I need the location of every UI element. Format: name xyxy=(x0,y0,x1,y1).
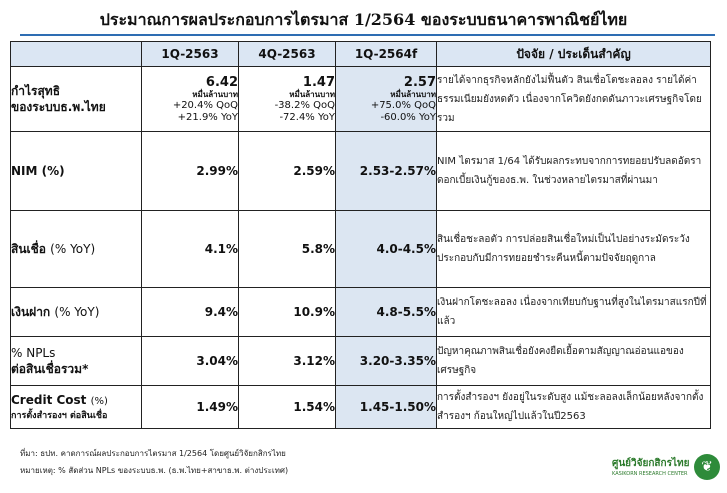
loan-4q2563-value: 5.8% xyxy=(301,242,335,256)
table-row-credit-cost: Credit Cost (%) การตั้งสำรองฯ ต่อสินเชื่… xyxy=(10,385,711,429)
credit-1q2563: 1.49% xyxy=(141,385,239,429)
credit-cost-label: Credit Cost xyxy=(11,393,87,407)
profit-1q2563-qoq: +20.4% QoQ xyxy=(172,99,238,111)
table-row-npl: % NPLs ต่อสินเชื่อรวม* 3.04% 3.12% 3.20-… xyxy=(10,336,711,386)
npl-label-2: ต่อสินเชื่อรวม* xyxy=(11,362,89,376)
profit-4q2563-qoq: -38.2% QoQ xyxy=(274,99,335,111)
deposit-label: เงินฝาก xyxy=(11,305,51,319)
nim-1q2563: 2.99% xyxy=(141,131,239,211)
row-label-nim: NIM (%) xyxy=(10,131,142,211)
npl-1q2563-value: 3.04% xyxy=(196,354,238,368)
page-title: ประมาณการผลประกอบการไตรมาส 1/2564 ของระบ… xyxy=(99,10,628,29)
table-row-deposit: เงินฝาก (% YoY) 9.4% 10.9% 4.8-5.5% เงิน… xyxy=(10,287,711,337)
credit-cost-label-sub: (%) xyxy=(90,396,108,407)
nim-factor: NIM ไตรมาส 1/64 ได้รับผลกระทบจากการทยอยป… xyxy=(436,131,711,211)
profit-1q2563: 6.42 หมื่นล้านบาท +20.4% QoQ +21.9% YoY xyxy=(141,66,239,132)
credit-4q2563-value: 1.54% xyxy=(293,400,335,414)
header-1q2563: 1Q-2563 xyxy=(141,41,239,67)
loan-1q2563: 4.1% xyxy=(141,210,239,288)
deposit-factor: เงินฝากโตชะลอลง เนื่องจากเทียบกับฐานที่ส… xyxy=(436,287,711,337)
row-label-credit-cost: Credit Cost (%) การตั้งสำรองฯ ต่อสินเชื่… xyxy=(10,385,142,429)
title-underline xyxy=(20,34,715,36)
deposit-label-sub: (% YoY) xyxy=(54,305,100,319)
row-label-profit: กำไรสุทธิ ของระบบธ.พ.ไทย xyxy=(10,66,142,132)
kbank-leaf-icon: ❦ xyxy=(694,454,720,480)
profit-4q2563-unit: หมื่นล้านบาท xyxy=(289,89,335,99)
deposit-1q2563-value: 9.4% xyxy=(204,305,238,319)
profit-1q2564f-value: 2.57 xyxy=(403,74,436,90)
npl-1q2563: 3.04% xyxy=(141,336,239,386)
deposit-4q2563-value: 10.9% xyxy=(293,305,335,319)
profit-factor: รายได้จากธุรกิจหลักยังไม่ฟื้นตัว สินเชื่… xyxy=(436,66,711,132)
deposit-1q2564f: 4.8-5.5% xyxy=(335,287,437,337)
header-1q2564f: 1Q-2564f xyxy=(335,41,437,67)
loan-label: สินเชื่อ xyxy=(11,242,46,256)
deposit-4q2563: 10.9% xyxy=(238,287,336,337)
credit-1q2563-value: 1.49% xyxy=(196,400,238,414)
row-label-npl: % NPLs ต่อสินเชื่อรวม* xyxy=(10,336,142,386)
profit-1q2564f-qoq: +75.0% QoQ xyxy=(370,99,436,111)
nim-4q2563-value: 2.59% xyxy=(293,164,335,178)
npl-1q2564f-value: 3.20-3.35% xyxy=(359,354,436,368)
loan-1q2564f-value: 4.0-4.5% xyxy=(376,242,436,256)
profit-4q2563-yoy: -72.4% YoY xyxy=(279,111,335,123)
footnote-source: ที่มา: ธปท. คาดการณ์ผลประกอบการไตรมาส 1/… xyxy=(20,449,286,458)
nim-4q2563: 2.59% xyxy=(238,131,336,211)
table-row-profit: กำไรสุทธิ ของระบบธ.พ.ไทย 6.42 หมื่นล้านบ… xyxy=(10,66,711,132)
table-row-loan: สินเชื่อ (% YoY) 4.1% 5.8% 4.0-4.5% สินเ… xyxy=(10,210,711,288)
profit-1q2564f: 2.57 หมื่นล้านบาท +75.0% QoQ -60.0% YoY xyxy=(335,66,437,132)
npl-label-1: % NPLs xyxy=(11,346,56,360)
row-label-deposit: เงินฝาก (% YoY) xyxy=(10,287,142,337)
npl-factor: ปัญหาคุณภาพสินเชื่อยังคงยืดเยื้อตามสัญญา… xyxy=(436,336,711,386)
loan-factor: สินเชื่อชะลอตัว การปล่อยสินเชื่อใหม่เป็น… xyxy=(436,210,711,288)
nim-1q2564f: 2.53-2.57% xyxy=(335,131,437,211)
logo-sub: KASIKORN RESEARCH CENTER xyxy=(612,471,688,477)
npl-4q2563: 3.12% xyxy=(238,336,336,386)
loan-1q2563-value: 4.1% xyxy=(204,242,238,256)
kresearch-logo: ศูนย์วิจัยกสิกรไทย KASIKORN RESEARCH CEN… xyxy=(612,452,720,484)
profit-1q2564f-yoy: -60.0% YoY xyxy=(380,111,436,123)
credit-4q2563: 1.54% xyxy=(238,385,336,429)
npl-1q2564f: 3.20-3.35% xyxy=(335,336,437,386)
header-4q2563: 4Q-2563 xyxy=(238,41,336,67)
table-row-nim: NIM (%) 2.99% 2.59% 2.53-2.57% NIM ไตรมา… xyxy=(10,131,711,211)
credit-1q2564f: 1.45-1.50% xyxy=(335,385,437,429)
profit-label-1: กำไรสุทธิ xyxy=(11,84,61,98)
profit-1q2563-unit: หมื่นล้านบาท xyxy=(192,89,238,99)
nim-1q2564f-value: 2.53-2.57% xyxy=(359,164,436,178)
logo-name: ศูนย์วิจัยกสิกรไทย xyxy=(612,458,690,469)
header-factors: ปัจจัย / ประเด็นสำคัญ xyxy=(436,41,711,67)
credit-factor: การตั้งสำรองฯ ยังอยู่ในระดับสูง แม้ชะลอล… xyxy=(436,385,711,429)
loan-4q2563: 5.8% xyxy=(238,210,336,288)
forecast-table: 1Q-2563 4Q-2563 1Q-2564f ปัจจัย / ประเด็… xyxy=(10,41,711,429)
profit-1q2563-yoy: +21.9% YoY xyxy=(177,111,238,123)
loan-label-sub: (% YoY) xyxy=(50,242,96,256)
profit-1q2563-value: 6.42 xyxy=(205,74,238,90)
deposit-1q2564f-value: 4.8-5.5% xyxy=(376,305,436,319)
profit-4q2563: 1.47 หมื่นล้านบาท -38.2% QoQ -72.4% YoY xyxy=(238,66,336,132)
profit-4q2563-value: 1.47 xyxy=(302,74,335,90)
credit-1q2564f-value: 1.45-1.50% xyxy=(359,400,436,414)
nim-1q2563-value: 2.99% xyxy=(196,164,238,178)
header-blank xyxy=(10,41,142,67)
loan-1q2564f: 4.0-4.5% xyxy=(335,210,437,288)
deposit-1q2563: 9.4% xyxy=(141,287,239,337)
header-row: 1Q-2563 4Q-2563 1Q-2564f ปัจจัย / ประเด็… xyxy=(10,41,711,67)
profit-1q2564f-unit: หมื่นล้านบาท xyxy=(390,89,436,99)
npl-4q2563-value: 3.12% xyxy=(293,354,335,368)
footnote-note: หมายเหตุ: % สัดส่วน NPLs ของระบบธ.พ. (ธ.… xyxy=(20,466,289,475)
row-label-loan: สินเชื่อ (% YoY) xyxy=(10,210,142,288)
profit-label-2: ของระบบธ.พ.ไทย xyxy=(11,100,106,114)
credit-cost-label-small: การตั้งสำรองฯ ต่อสินเชื่อ xyxy=(11,411,108,421)
